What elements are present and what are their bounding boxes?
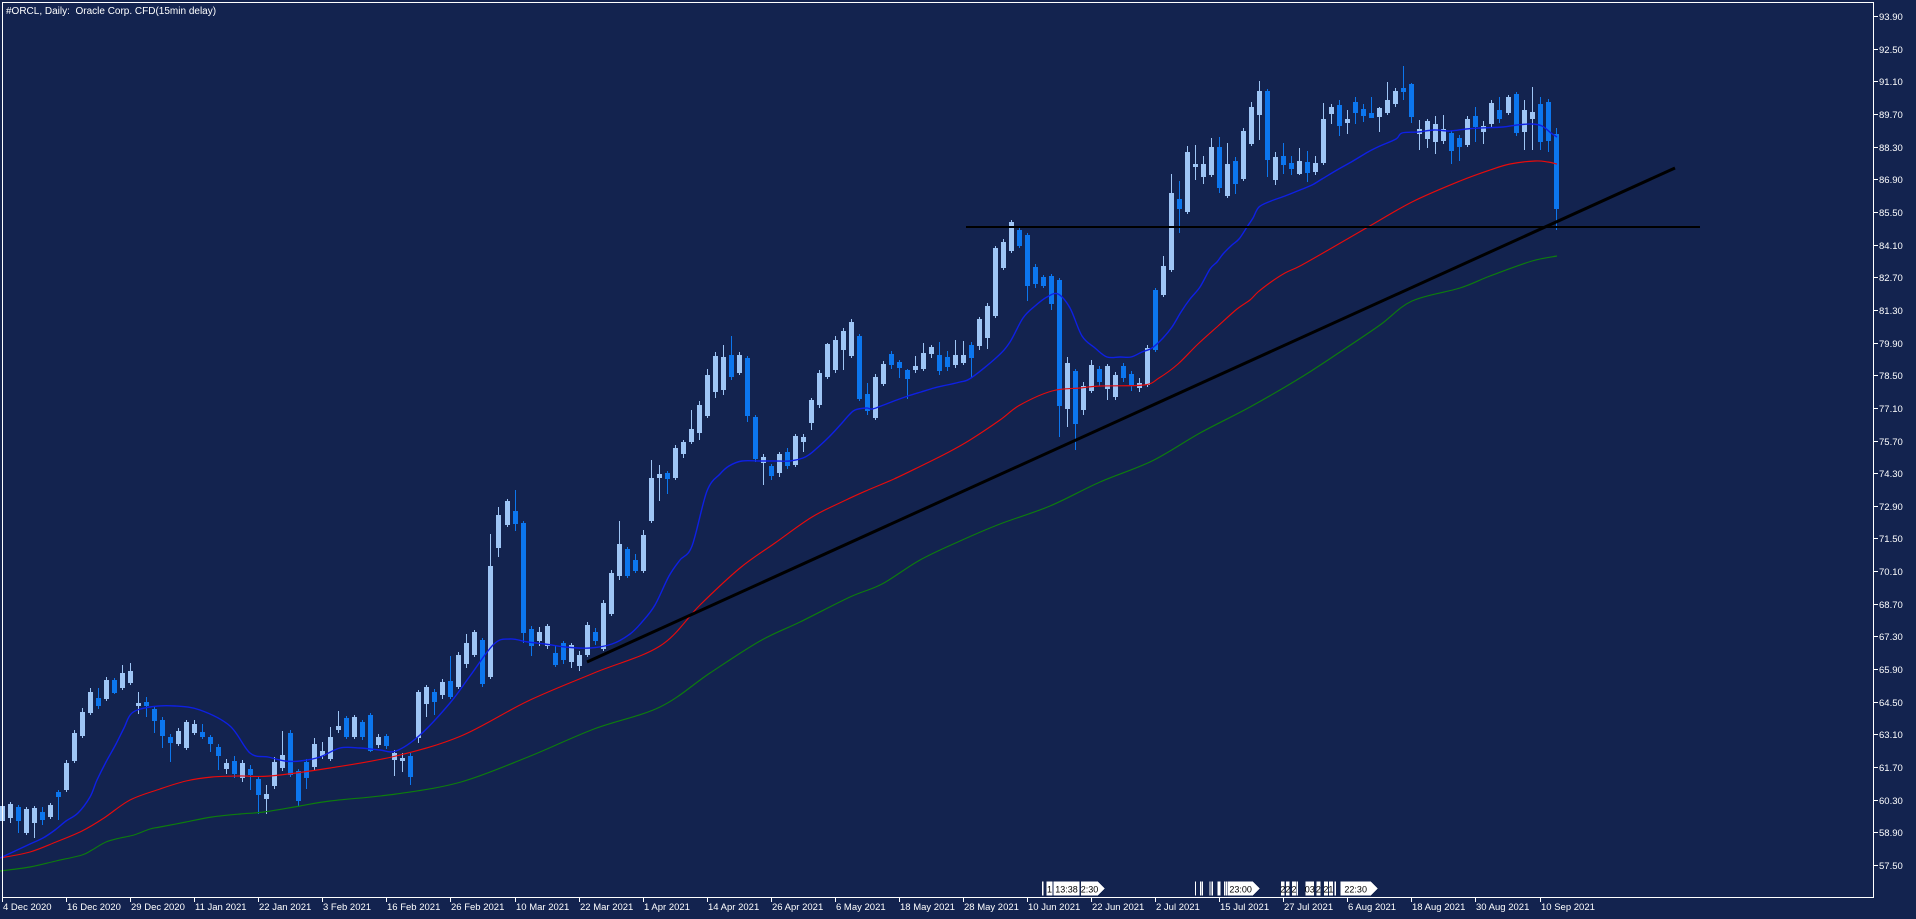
svg-text:61.70: 61.70 <box>1879 763 1903 774</box>
svg-text:79.90: 79.90 <box>1879 339 1903 350</box>
svg-text:3 Feb 2021: 3 Feb 2021 <box>323 902 371 913</box>
svg-text:28 May 2021: 28 May 2021 <box>964 902 1019 913</box>
svg-text:2: 2 <box>1323 885 1328 895</box>
svg-text:22:30: 22:30 <box>1344 885 1367 895</box>
svg-text:63.10: 63.10 <box>1879 730 1903 741</box>
svg-text:2: 2 <box>1291 885 1296 895</box>
svg-text:88.30: 88.30 <box>1879 143 1903 154</box>
svg-text:84.10: 84.10 <box>1879 241 1903 252</box>
svg-text:10 Mar 2021: 10 Mar 2021 <box>516 902 569 913</box>
svg-text:22 Jun 2021: 22 Jun 2021 <box>1092 902 1144 913</box>
svg-text:15 Jul 2021: 15 Jul 2021 <box>1220 902 1269 913</box>
svg-text:86.90: 86.90 <box>1879 175 1903 186</box>
svg-text:82.70: 82.70 <box>1879 273 1903 284</box>
svg-text:75.70: 75.70 <box>1879 437 1903 448</box>
svg-text:2 Jul 2021: 2 Jul 2021 <box>1156 902 1200 913</box>
svg-text:77.10: 77.10 <box>1879 404 1903 415</box>
svg-text:29 Dec 2020: 29 Dec 2020 <box>131 902 185 913</box>
svg-text:13:38: 13:38 <box>1055 885 1078 895</box>
svg-text:#ORCL, Daily: Oracle Corp. CF: #ORCL, Daily: Oracle Corp. CFD(15min del… <box>6 6 216 17</box>
svg-text:1: 1 <box>1047 885 1052 895</box>
svg-text:81.30: 81.30 <box>1879 306 1903 317</box>
svg-text:27 Jul 2021: 27 Jul 2021 <box>1284 902 1333 913</box>
svg-text:71.50: 71.50 <box>1879 534 1903 545</box>
svg-text:78.50: 78.50 <box>1879 371 1903 382</box>
svg-text:1 Apr 2021: 1 Apr 2021 <box>644 902 690 913</box>
svg-text:64.50: 64.50 <box>1879 698 1903 709</box>
svg-text:2: 2 <box>1280 885 1285 895</box>
svg-text:10 Jun 2021: 10 Jun 2021 <box>1028 902 1080 913</box>
svg-text:67.30: 67.30 <box>1879 632 1903 643</box>
svg-text:2: 2 <box>1285 885 1290 895</box>
svg-text:23:00: 23:00 <box>1229 885 1252 895</box>
svg-text:91.10: 91.10 <box>1879 77 1903 88</box>
svg-text:03: 03 <box>1305 885 1315 895</box>
svg-text:74.30: 74.30 <box>1879 469 1903 480</box>
svg-text:2:30: 2:30 <box>1081 885 1099 895</box>
svg-text:11 Jan 2021: 11 Jan 2021 <box>195 902 247 913</box>
svg-text:1: 1 <box>1328 885 1333 895</box>
svg-text:58.90: 58.90 <box>1879 828 1903 839</box>
svg-text:85.50: 85.50 <box>1879 208 1903 219</box>
svg-text:89.70: 89.70 <box>1879 110 1903 121</box>
svg-text:10 Sep 2021: 10 Sep 2021 <box>1541 902 1595 913</box>
svg-text:6 Aug 2021: 6 Aug 2021 <box>1348 902 1396 913</box>
svg-text:16 Feb 2021: 16 Feb 2021 <box>387 902 440 913</box>
svg-text:60.30: 60.30 <box>1879 796 1903 807</box>
svg-text:6 May 2021: 6 May 2021 <box>836 902 886 913</box>
svg-text:70.10: 70.10 <box>1879 567 1903 578</box>
svg-text:92.50: 92.50 <box>1879 45 1903 56</box>
svg-text:18 May 2021: 18 May 2021 <box>900 902 955 913</box>
svg-text:14 Apr 2021: 14 Apr 2021 <box>708 902 759 913</box>
svg-text:68.70: 68.70 <box>1879 600 1903 611</box>
svg-text:57.50: 57.50 <box>1879 861 1903 872</box>
svg-text:26 Apr 2021: 26 Apr 2021 <box>772 902 823 913</box>
svg-text:2: 2 <box>1316 885 1321 895</box>
svg-text:22 Jan 2021: 22 Jan 2021 <box>259 902 311 913</box>
svg-text:72.90: 72.90 <box>1879 502 1903 513</box>
svg-text:18 Aug 2021: 18 Aug 2021 <box>1412 902 1465 913</box>
svg-text:65.90: 65.90 <box>1879 665 1903 676</box>
svg-text:93.90: 93.90 <box>1879 12 1903 23</box>
svg-text:4 Dec 2020: 4 Dec 2020 <box>3 902 52 913</box>
svg-text:22 Mar 2021: 22 Mar 2021 <box>580 902 633 913</box>
svg-text:16 Dec 2020: 16 Dec 2020 <box>67 902 121 913</box>
svg-text:30 Aug 2021: 30 Aug 2021 <box>1476 902 1529 913</box>
svg-text:26 Feb 2021: 26 Feb 2021 <box>451 902 504 913</box>
